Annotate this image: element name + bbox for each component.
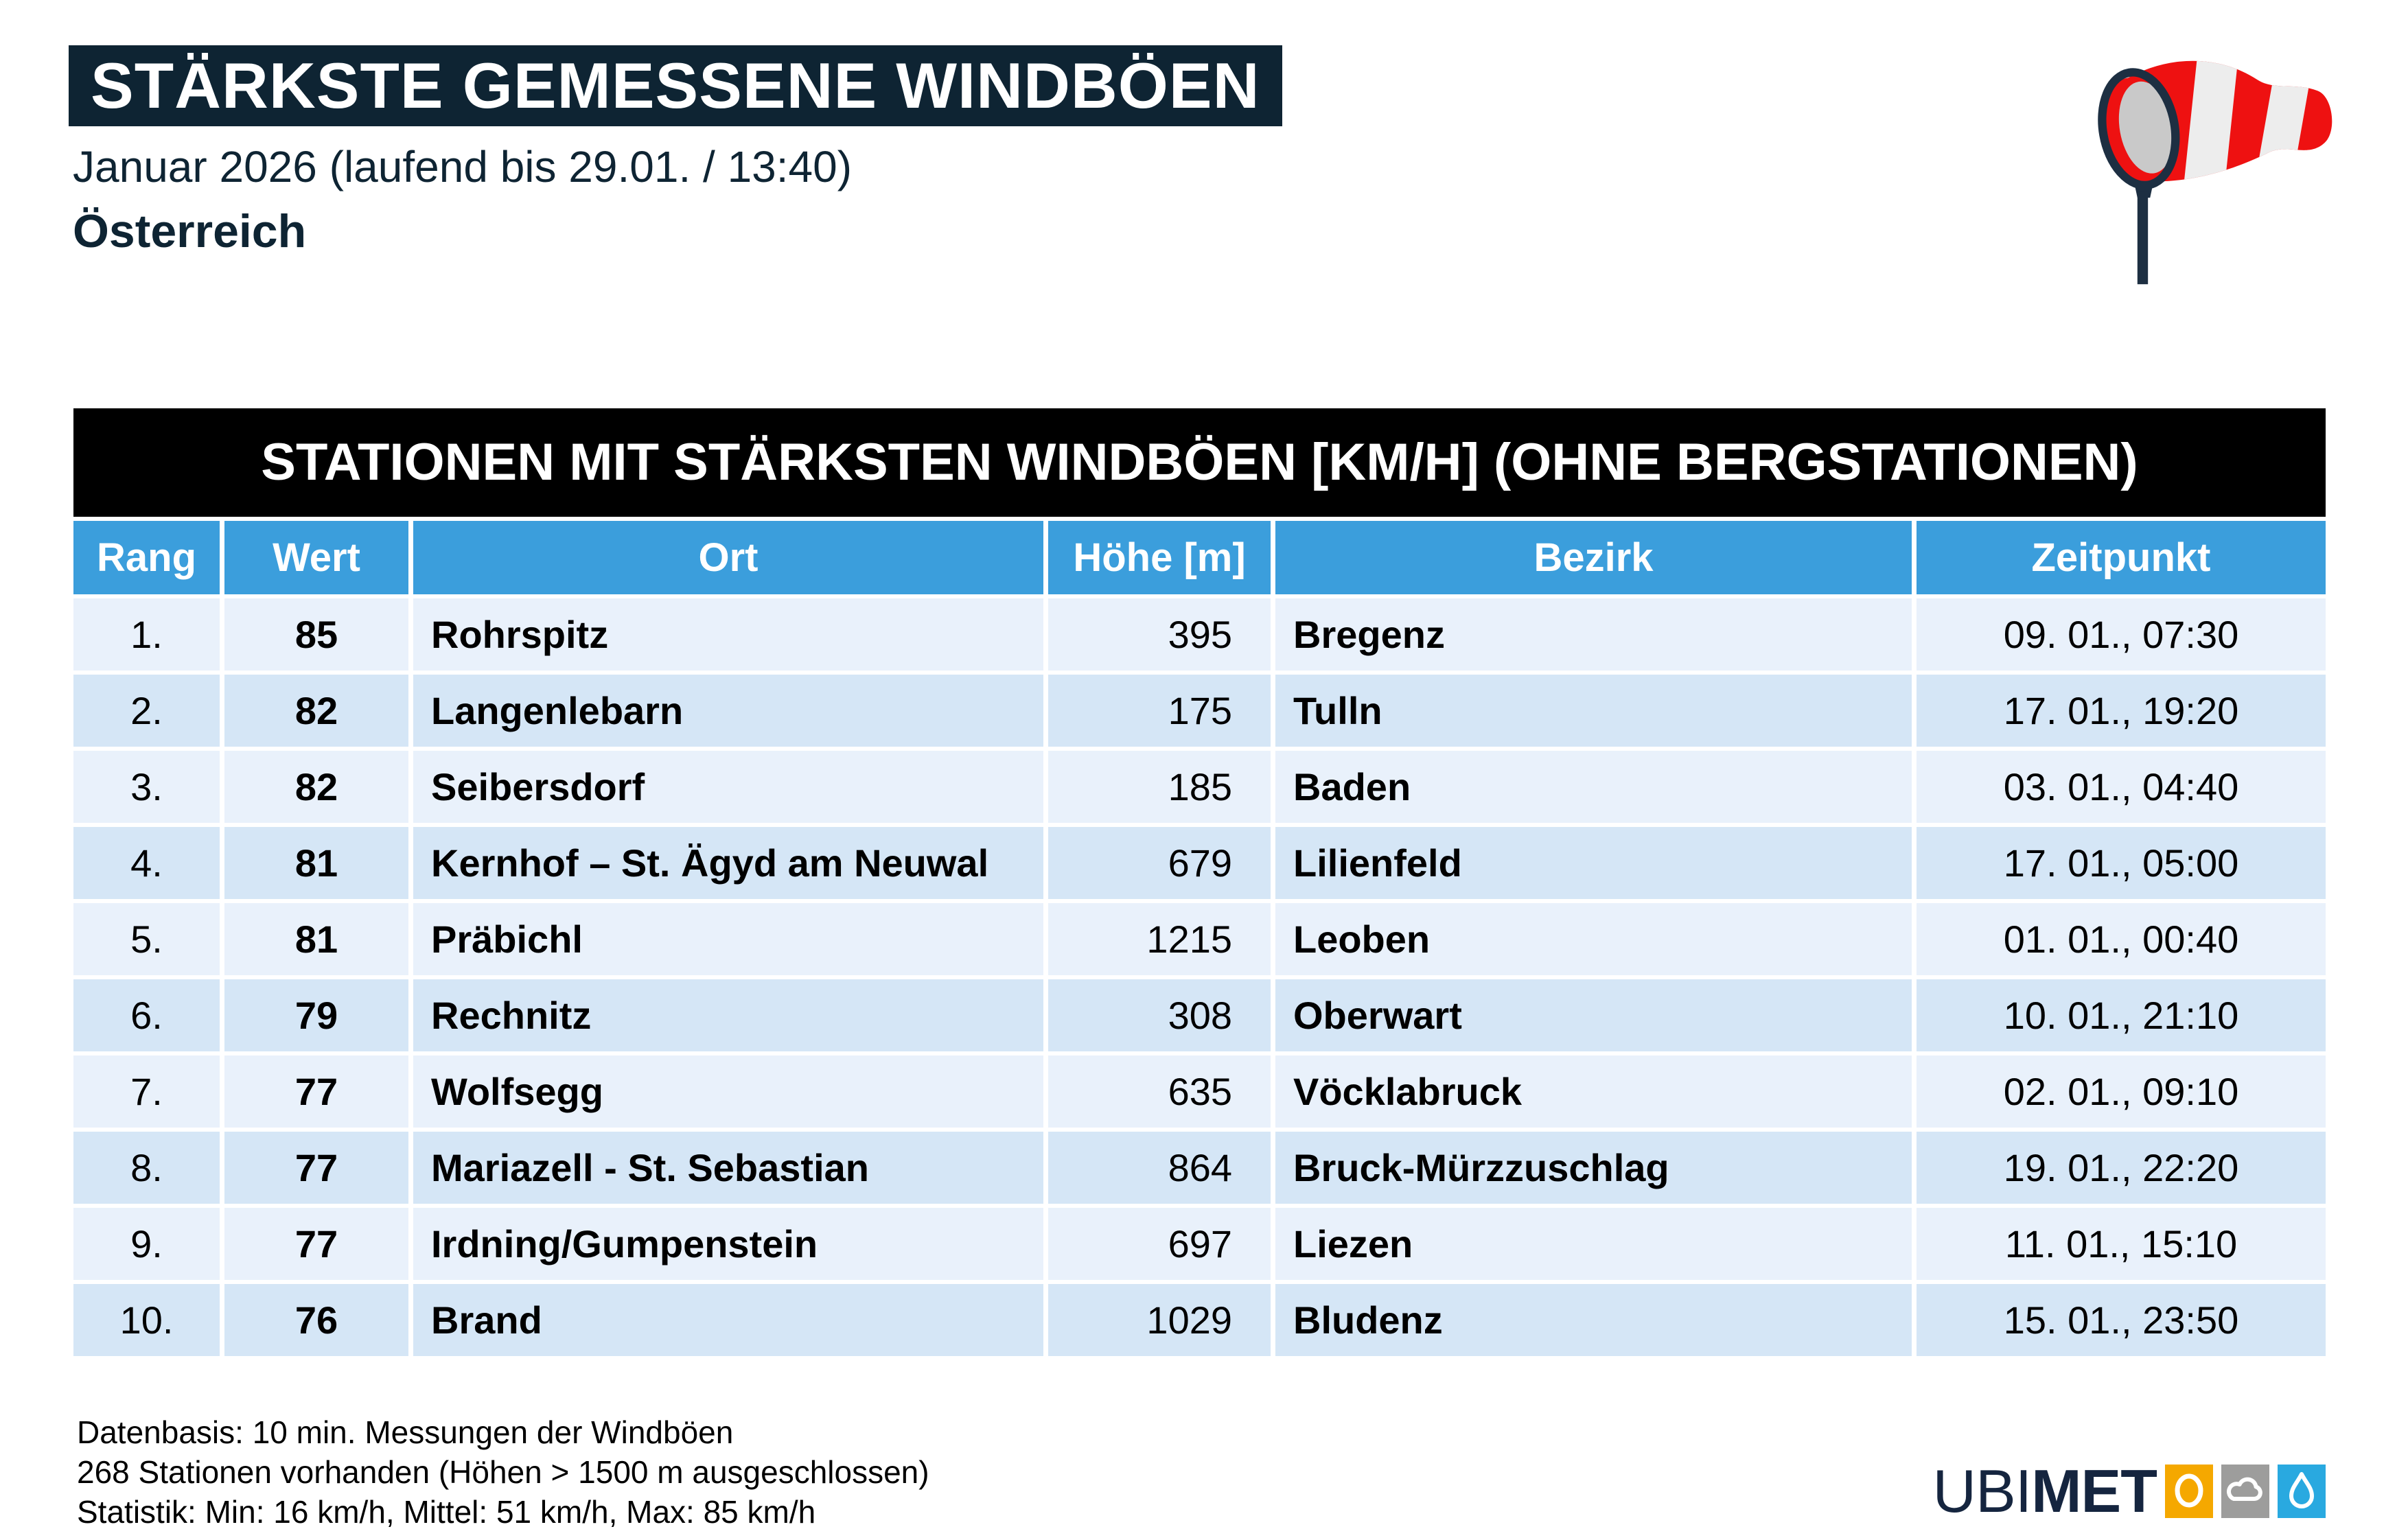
footer-notes: Datenbasis: 10 min. Messungen der Windbö… (77, 1412, 929, 1532)
rank-cell: 2. (73, 675, 220, 747)
ort-cell: Langenlebarn (413, 675, 1043, 747)
hoehe-cell: 1215 (1048, 903, 1271, 975)
table-row: 6. 79 Rechnitz 308 Oberwart 10. 01., 21:… (73, 979, 2326, 1051)
rank-cell: 4. (73, 827, 220, 899)
gust-table: Rang Wert Ort Höhe [m] Bezirk Zeitpunkt … (69, 517, 2330, 1360)
table-row: 5. 81 Präbichl 1215 Leoben 01. 01., 00:4… (73, 903, 2326, 975)
footer-line-datenbasis: Datenbasis: 10 min. Messungen der Windbö… (77, 1414, 734, 1450)
ubimet-logo: UBIMET (1932, 1457, 2326, 1525)
hoehe-cell: 697 (1048, 1208, 1271, 1280)
hoehe-cell: 395 (1048, 598, 1271, 670)
hoehe-cell: 185 (1048, 751, 1271, 823)
table-row: 2. 82 Langenlebarn 175 Tulln 17. 01., 19… (73, 675, 2326, 747)
ort-cell: Präbichl (413, 903, 1043, 975)
column-header-bezirk: Bezirk (1275, 521, 1912, 594)
zeitpunkt-cell: 09. 01., 07:30 (1917, 598, 2326, 670)
ort-cell: Wolfsegg (413, 1055, 1043, 1128)
bezirk-cell: Liezen (1275, 1208, 1912, 1280)
table-row: 8. 77 Mariazell - St. Sebastian 864 Bruc… (73, 1132, 2326, 1204)
ort-cell: Brand (413, 1284, 1043, 1356)
table-caption: STATIONEN MIT STÄRKSTEN WINDBÖEN [KM/H] … (73, 408, 2326, 517)
rank-cell: 7. (73, 1055, 220, 1128)
zeitpunkt-cell: 17. 01., 19:20 (1917, 675, 2326, 747)
rank-cell: 3. (73, 751, 220, 823)
zeitpunkt-cell: 17. 01., 05:00 (1917, 827, 2326, 899)
ort-cell: Mariazell - St. Sebastian (413, 1132, 1043, 1204)
hoehe-cell: 308 (1048, 979, 1271, 1051)
table-header-row: Rang Wert Ort Höhe [m] Bezirk Zeitpunkt (73, 521, 2326, 594)
value-cell: 82 (224, 751, 408, 823)
value-cell: 81 (224, 903, 408, 975)
cloud-icon (2221, 1465, 2269, 1518)
windsock-icon (2098, 60, 2332, 285)
table-row: 4. 81 Kernhof – St. Ägyd am Neuwal 679 L… (73, 827, 2326, 899)
rank-cell: 6. (73, 979, 220, 1051)
zeitpunkt-cell: 10. 01., 21:10 (1917, 979, 2326, 1051)
value-cell: 77 (224, 1055, 408, 1128)
zeitpunkt-cell: 03. 01., 04:40 (1917, 751, 2326, 823)
ort-cell: Kernhof – St. Ägyd am Neuwal (413, 827, 1043, 899)
zeitpunkt-cell: 19. 01., 22:20 (1917, 1132, 2326, 1204)
column-header-wert: Wert (224, 521, 408, 594)
bezirk-cell: Tulln (1275, 675, 1912, 747)
bezirk-cell: Bruck-Mürzzuschlag (1275, 1132, 1912, 1204)
ort-cell: Seibersdorf (413, 751, 1043, 823)
table-row: 9. 77 Irdning/Gumpenstein 697 Liezen 11.… (73, 1208, 2326, 1280)
zeitpunkt-cell: 11. 01., 15:10 (1917, 1208, 2326, 1280)
zeitpunkt-cell: 15. 01., 23:50 (1917, 1284, 2326, 1356)
page-title: STÄRKSTE GEMESSENE WINDBÖEN (69, 45, 1282, 126)
subtitle-period: Januar 2026 (laufend bis 29.01. / 13:40) (73, 142, 853, 191)
value-cell: 82 (224, 675, 408, 747)
value-cell: 79 (224, 979, 408, 1051)
ort-cell: Rohrspitz (413, 598, 1043, 670)
hoehe-cell: 635 (1048, 1055, 1271, 1128)
ort-cell: Irdning/Gumpenstein (413, 1208, 1043, 1280)
footer-line-stationen: 268 Stationen vorhanden (Höhen > 1500 m … (77, 1454, 929, 1490)
table-row: 10. 76 Brand 1029 Bludenz 15. 01., 23:50 (73, 1284, 2326, 1356)
column-header-ort: Ort (413, 521, 1043, 594)
column-header-zeitpunkt: Zeitpunkt (1917, 521, 2326, 594)
droplet-icon (2278, 1465, 2326, 1518)
table-row: 7. 77 Wolfsegg 635 Vöcklabruck 02. 01., … (73, 1055, 2326, 1128)
bezirk-cell: Bregenz (1275, 598, 1912, 670)
zeitpunkt-cell: 02. 01., 09:10 (1917, 1055, 2326, 1128)
value-cell: 81 (224, 827, 408, 899)
rank-cell: 8. (73, 1132, 220, 1204)
hoehe-cell: 864 (1048, 1132, 1271, 1204)
ubimet-wordmark: UBIMET (1932, 1457, 2157, 1525)
value-cell: 85 (224, 598, 408, 670)
column-header-hoehe: Höhe [m] (1048, 521, 1271, 594)
hoehe-cell: 175 (1048, 675, 1271, 747)
bezirk-cell: Leoben (1275, 903, 1912, 975)
bezirk-cell: Lilienfeld (1275, 827, 1912, 899)
region-label: Österreich (73, 205, 307, 257)
rank-cell: 10. (73, 1284, 220, 1356)
sun-icon (2165, 1465, 2213, 1518)
rank-cell: 9. (73, 1208, 220, 1280)
value-cell: 76 (224, 1284, 408, 1356)
rank-cell: 1. (73, 598, 220, 670)
ort-cell: Rechnitz (413, 979, 1043, 1051)
hoehe-cell: 679 (1048, 827, 1271, 899)
zeitpunkt-cell: 01. 01., 00:40 (1917, 903, 2326, 975)
bezirk-cell: Baden (1275, 751, 1912, 823)
hoehe-cell: 1029 (1048, 1284, 1271, 1356)
gust-table-section: STATIONEN MIT STÄRKSTEN WINDBÖEN [KM/H] … (69, 408, 2330, 1360)
rank-cell: 5. (73, 903, 220, 975)
table-row: 3. 82 Seibersdorf 185 Baden 03. 01., 04:… (73, 751, 2326, 823)
value-cell: 77 (224, 1132, 408, 1204)
bezirk-cell: Vöcklabruck (1275, 1055, 1912, 1128)
column-header-rang: Rang (73, 521, 220, 594)
bezirk-cell: Bludenz (1275, 1284, 1912, 1356)
footer-line-statistik: Statistik: Min: 16 km/h, Mittel: 51 km/h… (77, 1494, 816, 1530)
bezirk-cell: Oberwart (1275, 979, 1912, 1051)
table-row: 1. 85 Rohrspitz 395 Bregenz 09. 01., 07:… (73, 598, 2326, 670)
value-cell: 77 (224, 1208, 408, 1280)
